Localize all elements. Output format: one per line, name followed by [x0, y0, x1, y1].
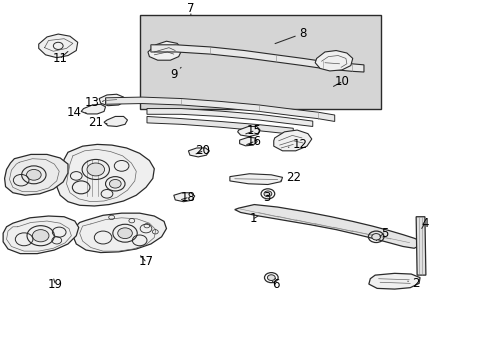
Text: 16: 16: [246, 135, 261, 148]
Text: 15: 15: [245, 124, 261, 137]
Text: 6: 6: [272, 278, 279, 291]
Polygon shape: [104, 116, 127, 126]
Text: 4: 4: [420, 217, 428, 230]
Text: 7: 7: [187, 3, 194, 15]
Text: 12: 12: [288, 138, 307, 151]
Circle shape: [109, 180, 121, 188]
Text: 10: 10: [333, 75, 349, 88]
Circle shape: [371, 234, 380, 240]
Polygon shape: [147, 116, 293, 134]
Text: 1: 1: [249, 212, 257, 225]
Text: 19: 19: [48, 278, 62, 291]
Text: 11: 11: [53, 51, 68, 65]
Circle shape: [26, 170, 41, 180]
Polygon shape: [81, 104, 105, 114]
Text: 9: 9: [170, 67, 181, 81]
Text: 22: 22: [281, 171, 300, 184]
Text: 21: 21: [88, 116, 107, 129]
Polygon shape: [148, 41, 182, 60]
Text: 20: 20: [195, 144, 210, 157]
Text: 17: 17: [138, 255, 153, 268]
Polygon shape: [234, 204, 420, 248]
Polygon shape: [105, 97, 334, 121]
Polygon shape: [273, 130, 311, 151]
Text: 14: 14: [66, 105, 86, 119]
Polygon shape: [188, 148, 209, 157]
Circle shape: [264, 191, 271, 197]
Polygon shape: [99, 94, 125, 106]
Polygon shape: [39, 34, 78, 58]
Polygon shape: [239, 137, 257, 146]
Polygon shape: [237, 126, 260, 136]
Circle shape: [118, 228, 132, 239]
FancyBboxPatch shape: [140, 15, 380, 109]
Text: 8: 8: [274, 27, 306, 44]
Text: 3: 3: [262, 191, 269, 204]
Text: 2: 2: [407, 277, 419, 290]
Polygon shape: [57, 144, 154, 206]
Polygon shape: [151, 45, 363, 72]
Polygon shape: [147, 109, 312, 126]
Circle shape: [87, 163, 104, 176]
Polygon shape: [315, 50, 352, 71]
Polygon shape: [368, 273, 419, 289]
Text: 5: 5: [379, 227, 388, 240]
Polygon shape: [173, 193, 194, 202]
Polygon shape: [4, 154, 68, 195]
Polygon shape: [415, 217, 425, 275]
Polygon shape: [73, 213, 166, 253]
Text: 18: 18: [181, 191, 196, 204]
Text: 13: 13: [85, 96, 103, 109]
Circle shape: [267, 275, 275, 280]
Polygon shape: [229, 174, 282, 184]
Circle shape: [32, 230, 49, 242]
Polygon shape: [3, 216, 79, 254]
